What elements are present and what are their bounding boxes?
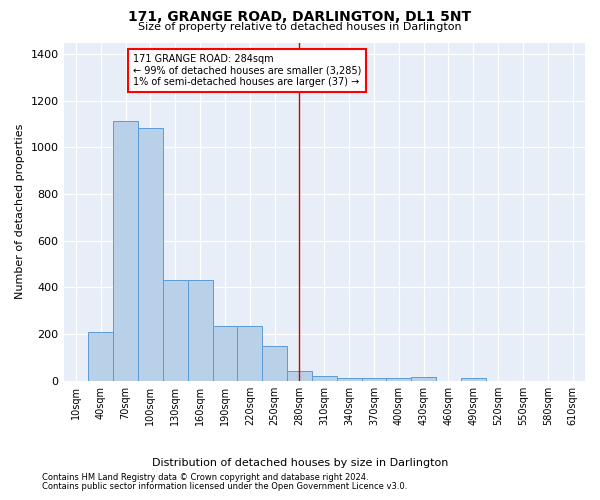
Bar	[113, 122, 138, 381]
Y-axis label: Number of detached properties: Number of detached properties	[15, 124, 25, 300]
Bar	[262, 346, 287, 381]
Bar	[386, 378, 411, 381]
Bar	[287, 372, 312, 381]
Text: 171, GRANGE ROAD, DARLINGTON, DL1 5NT: 171, GRANGE ROAD, DARLINGTON, DL1 5NT	[128, 10, 472, 24]
Bar	[461, 378, 485, 381]
Bar	[411, 376, 436, 381]
Bar	[312, 376, 337, 381]
Bar	[88, 332, 113, 381]
Bar	[212, 326, 238, 381]
Bar	[362, 378, 386, 381]
Text: Contains HM Land Registry data © Crown copyright and database right 2024.: Contains HM Land Registry data © Crown c…	[42, 474, 368, 482]
Text: Distribution of detached houses by size in Darlington: Distribution of detached houses by size …	[152, 458, 448, 468]
Text: 171 GRANGE ROAD: 284sqm
← 99% of detached houses are smaller (3,285)
1% of semi-: 171 GRANGE ROAD: 284sqm ← 99% of detache…	[133, 54, 361, 88]
Bar	[238, 326, 262, 381]
Text: Size of property relative to detached houses in Darlington: Size of property relative to detached ho…	[138, 22, 462, 32]
Bar	[337, 378, 362, 381]
Bar	[188, 280, 212, 381]
Text: Contains public sector information licensed under the Open Government Licence v3: Contains public sector information licen…	[42, 482, 407, 491]
Bar	[138, 128, 163, 381]
Bar	[163, 280, 188, 381]
